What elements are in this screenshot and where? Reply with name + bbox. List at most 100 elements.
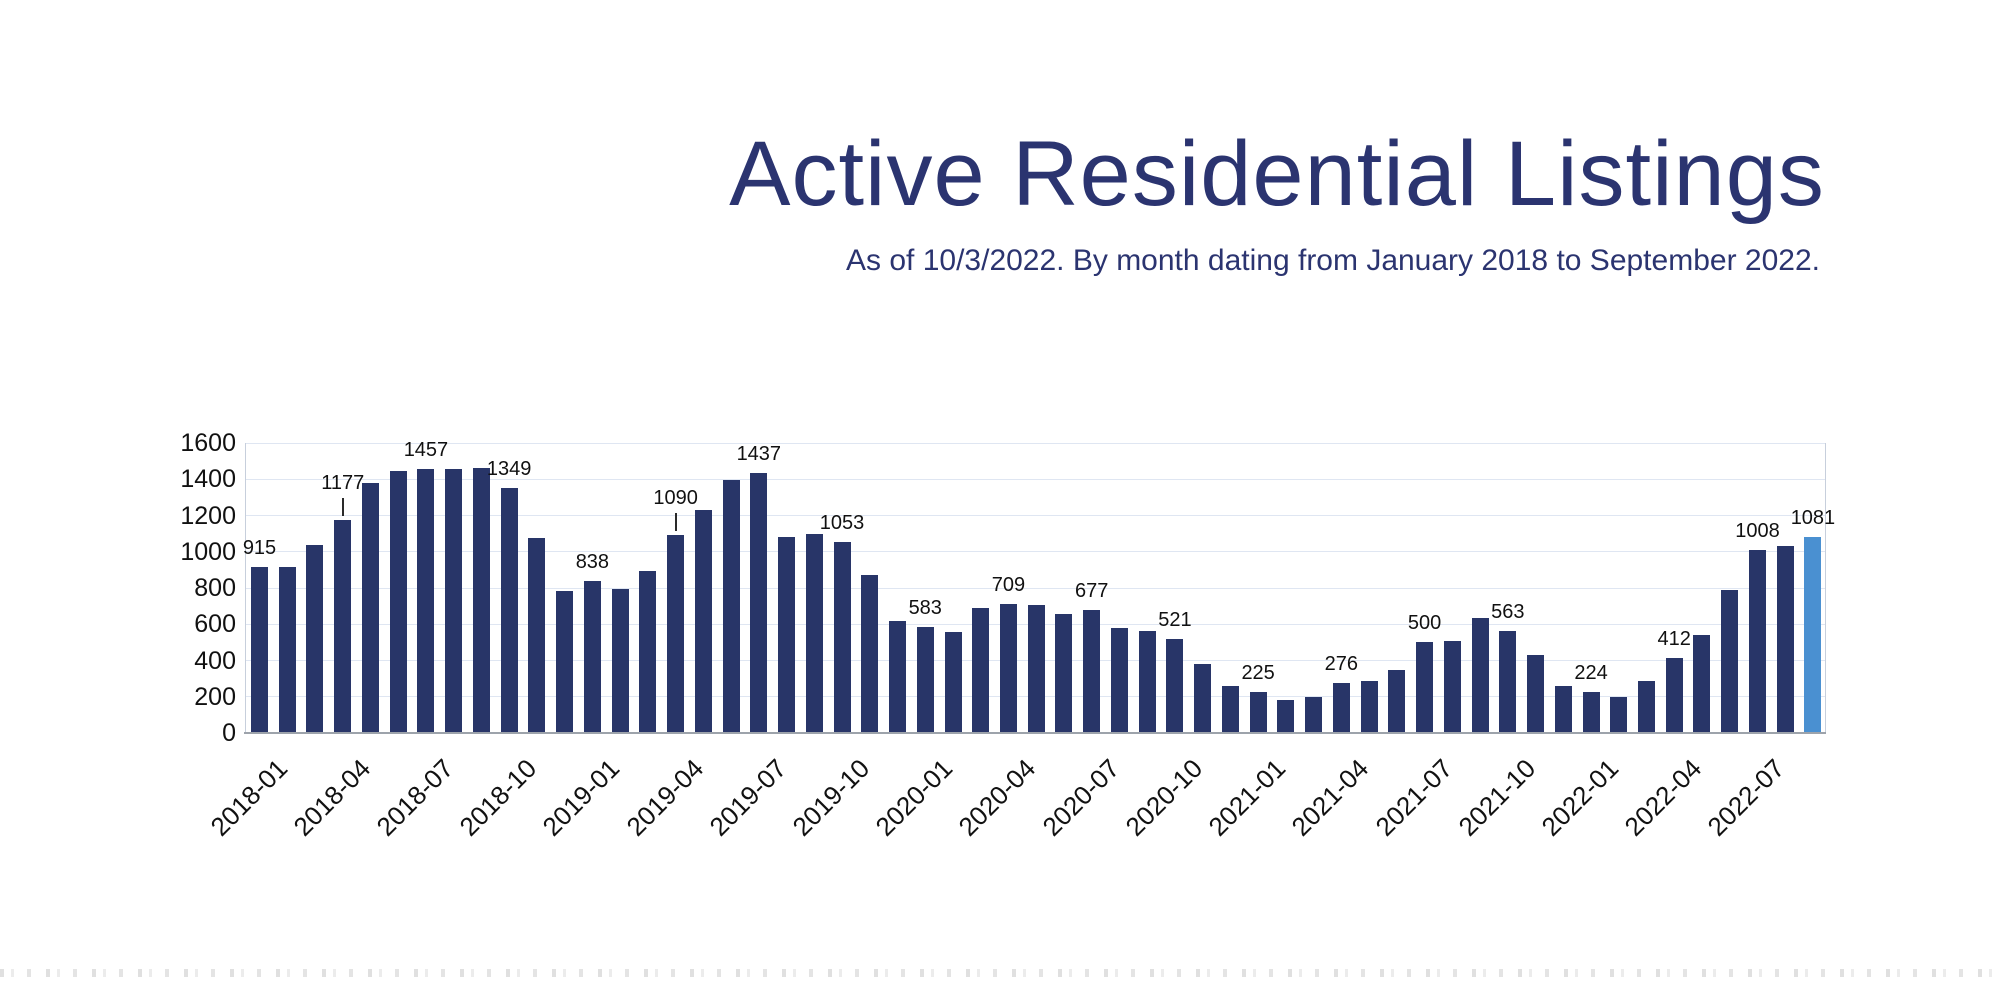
bar-2020-09 <box>1138 630 1156 733</box>
bar-2020-01 <box>916 627 934 733</box>
bar-2020-03 <box>972 607 990 733</box>
leader-line <box>674 513 677 532</box>
bar-2018-12 <box>556 590 574 733</box>
y-tick-label: 200 <box>194 682 236 711</box>
bar-2021-04 <box>1332 682 1350 733</box>
gridline <box>246 478 1825 480</box>
bar-2018-03 <box>306 544 324 733</box>
y-tick-label: 1200 <box>180 501 236 530</box>
bar-value-label: 225 <box>1241 662 1275 685</box>
bar-2018-04 <box>334 519 352 733</box>
bar-value-label: 1349 <box>486 458 532 481</box>
bar-2019-07 <box>750 472 768 733</box>
bar-2018-11 <box>528 538 546 733</box>
bar-2019-04 <box>667 535 685 733</box>
bar-2021-09 <box>1471 617 1489 733</box>
bar-2020-11 <box>1194 664 1212 733</box>
bar-2021-03 <box>1305 696 1323 733</box>
bar-2020-05 <box>1027 605 1045 733</box>
y-tick-label: 800 <box>194 574 236 602</box>
bar-2022-02 <box>1610 696 1628 733</box>
bar-2019-12 <box>889 620 907 733</box>
plot-right-border <box>1825 443 1826 733</box>
chart-header: Active Residential Listings <box>577 128 1977 220</box>
bar-2022-03 <box>1638 681 1655 733</box>
gridline <box>246 442 1825 444</box>
bar-2022-01 <box>1582 692 1600 733</box>
bar-value-label: 1008 <box>1735 520 1780 543</box>
bar-value-label: 224 <box>1574 662 1608 685</box>
bar-2019-03 <box>639 570 657 733</box>
bar-2019-10 <box>833 542 851 733</box>
bar-2021-05 <box>1360 681 1378 733</box>
bar-2021-11 <box>1527 655 1545 733</box>
bar-value-label: 521 <box>1158 608 1192 631</box>
bar-2021-07 <box>1416 642 1434 733</box>
bar-2018-07 <box>417 468 435 733</box>
bar-2021-01 <box>1249 692 1267 733</box>
bar-2020-12 <box>1221 685 1239 733</box>
bar-value-label: 1457 <box>403 438 449 461</box>
bar-2018-06 <box>389 471 407 733</box>
x-axis-line <box>244 732 1826 734</box>
bar-2018-10 <box>500 488 518 733</box>
bar-2021-02 <box>1277 700 1295 733</box>
bar-value-label: 915 <box>242 537 277 560</box>
chart-title: Active Residential Listings <box>729 123 1825 225</box>
bar-value-label: 412 <box>1657 628 1691 651</box>
bar-value-label: 1437 <box>736 442 782 465</box>
bar-value-label: 1177 <box>321 471 365 494</box>
bar-2019-11 <box>861 575 879 733</box>
bar-2021-10 <box>1499 630 1517 733</box>
bar-2022-09 <box>1804 537 1822 733</box>
bar-2018-08 <box>445 468 463 733</box>
bar-value-label: 500 <box>1407 612 1442 635</box>
y-tick-label: 1400 <box>180 465 236 494</box>
y-tick-label: 1600 <box>180 429 236 457</box>
bar-value-label: 838 <box>575 551 610 574</box>
gridline <box>246 587 1825 589</box>
bar-2020-02 <box>944 632 962 733</box>
bar-2022-04 <box>1665 658 1683 733</box>
bar-2019-02 <box>611 588 629 733</box>
bar-2020-10 <box>1166 638 1184 733</box>
bar-2020-07 <box>1083 610 1101 733</box>
bar-2022-07 <box>1748 550 1766 733</box>
bar-2019-06 <box>722 480 740 733</box>
bar-2019-08 <box>778 537 796 733</box>
bar-value-label: 1053 <box>819 512 865 535</box>
leader-line <box>341 497 344 516</box>
bar-2018-05 <box>361 482 379 733</box>
bar-value-label: 583 <box>908 597 942 620</box>
bar-2018-02 <box>278 567 296 733</box>
bar-2019-01 <box>583 581 601 733</box>
bar-2022-06 <box>1721 589 1739 733</box>
bar-2022-08 <box>1776 546 1794 733</box>
y-tick-label: 1000 <box>180 537 236 566</box>
bar-2019-09 <box>805 533 823 733</box>
bar-2021-08 <box>1443 641 1461 733</box>
bar-2022-05 <box>1693 635 1711 733</box>
y-tick-label: 400 <box>194 646 236 675</box>
bar-2018-09 <box>472 468 490 733</box>
bar-2019-05 <box>694 510 712 733</box>
bar-value-label: 1090 <box>653 487 698 510</box>
bar-2020-06 <box>1055 614 1073 733</box>
chart-subtitle: As of 10/3/2022. By month dating from Ja… <box>846 244 1820 277</box>
bar-value-label: 709 <box>991 574 1026 597</box>
gridline <box>246 515 1825 516</box>
bar-value-label: 1081 <box>1790 507 1836 530</box>
bar-2020-08 <box>1110 627 1128 733</box>
y-tick-label: 600 <box>194 610 236 639</box>
bar-2018-01 <box>251 567 268 733</box>
bar-value-label: 563 <box>1491 600 1525 623</box>
bottom-edge-artifact <box>0 969 2000 977</box>
bar-2020-04 <box>999 604 1017 733</box>
y-axis-line <box>245 443 246 733</box>
gridline <box>246 551 1825 553</box>
y-tick-label: 0 <box>222 719 236 747</box>
bar-value-label: 276 <box>1324 652 1359 675</box>
bar-2021-06 <box>1388 670 1406 733</box>
bar-value-label: 677 <box>1075 580 1109 603</box>
